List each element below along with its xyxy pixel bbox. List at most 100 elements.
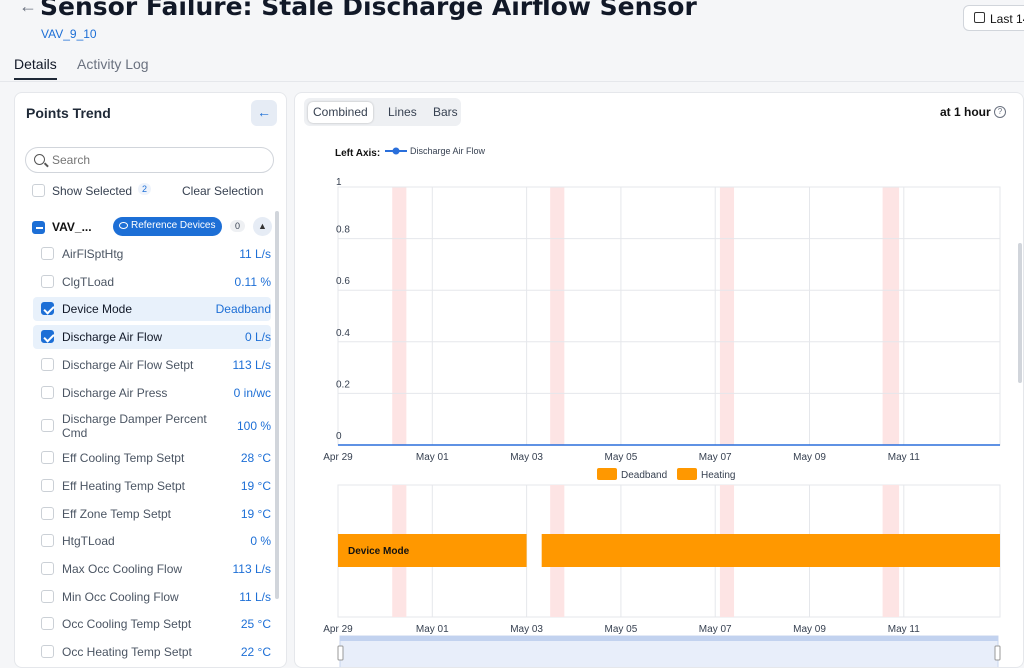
x-tick-label: May 01	[416, 624, 449, 635]
y-tick-label: 0.4	[336, 328, 350, 339]
x-tick-label: May 01	[416, 452, 449, 463]
point-value: 0 L/s	[244, 330, 271, 345]
point-row[interactable]: Eff Heating Temp Setpt 19 °C	[33, 474, 271, 498]
point-name: Occ Cooling Temp Setpt	[62, 617, 192, 632]
point-value: 113 L/s	[232, 357, 271, 372]
tab-activity-log[interactable]: Activity Log	[77, 56, 149, 72]
point-name: Min Occ Cooling Flow	[62, 589, 179, 604]
search-icon	[34, 154, 45, 165]
point-name: HtgTLoad	[62, 534, 115, 549]
point-checkbox[interactable]	[41, 419, 54, 433]
x-tick-label: May 05	[605, 452, 638, 463]
collapse-panel-button[interactable]: ←	[251, 100, 277, 126]
point-name: Eff Zone Temp Setpt	[62, 506, 171, 521]
trend-charts: Left Axis: Discharge Air Flow Apr 29 May 01…	[323, 146, 1001, 667]
view-combined-button[interactable]: Combined	[308, 102, 373, 123]
scrollbar[interactable]	[1018, 243, 1022, 383]
point-row[interactable]: Occ Heating Temp Setpt 22 °C	[33, 640, 271, 664]
x-tick-label: May 11	[888, 624, 920, 635]
selected-count-badge: 2	[138, 183, 152, 195]
point-checkbox[interactable]	[41, 451, 54, 465]
clear-selection-link[interactable]: Clear Selection	[182, 184, 264, 198]
x-tick-label: May 07	[699, 452, 732, 463]
reference-devices-button[interactable]: Reference Devices	[113, 217, 222, 236]
point-row[interactable]: Discharge Air Press 0 in/wc	[33, 381, 271, 405]
points-trend-title: Points Trend	[26, 105, 111, 121]
interval-label: at 1 hour	[940, 105, 991, 119]
y-tick-label: 0	[336, 431, 342, 442]
point-row[interactable]: Min Occ Cooling Flow 11 L/s	[33, 585, 271, 609]
point-row[interactable]: Discharge Damper Percent Cmd 100 %	[33, 408, 271, 444]
device-group-checkbox[interactable]	[32, 221, 45, 234]
point-name: Discharge Air Flow	[62, 330, 163, 345]
point-name: Eff Heating Temp Setpt	[62, 478, 185, 493]
point-checkbox[interactable]	[41, 385, 54, 399]
search-box[interactable]	[25, 147, 274, 173]
x-tick-label: Apr 29	[323, 452, 353, 463]
point-value: 100 %	[236, 419, 271, 434]
page-header: ← Sensor Failure: Stale Discharge Airflo…	[0, 0, 1024, 84]
eye-icon	[119, 222, 128, 229]
range-handle-left	[337, 645, 344, 661]
tab-bar: Details Activity Log	[0, 56, 1024, 82]
point-name: AirFlSptHtg	[62, 247, 124, 261]
state-bar-deadband	[338, 534, 527, 567]
point-checkbox[interactable]	[41, 589, 54, 603]
left-axis-label: Left Axis:	[335, 148, 380, 159]
tab-details[interactable]: Details	[14, 56, 57, 80]
legend-item: Deadband	[621, 470, 667, 481]
point-row[interactable]: HtgTLoad 0 %	[33, 529, 271, 553]
row-label: Device Mode	[348, 546, 410, 557]
legend-swatch	[677, 468, 697, 480]
point-checkbox[interactable]	[41, 274, 54, 288]
view-lines-button[interactable]: Lines	[388, 105, 417, 119]
x-tick-label: May 03	[510, 452, 543, 463]
point-checkbox[interactable]	[41, 562, 54, 575]
point-row[interactable]: Eff Zone Temp Setpt 19 °C	[33, 502, 271, 526]
point-checkbox[interactable]	[41, 617, 54, 631]
point-row[interactable]: Discharge Air Flow 0 L/s	[33, 325, 271, 350]
point-checkbox[interactable]	[41, 478, 54, 492]
point-row[interactable]: ClgTLoad 0.11 %	[33, 270, 271, 294]
point-checkbox[interactable]	[41, 645, 54, 659]
device-link[interactable]: VAV_9_10	[41, 27, 97, 41]
point-row[interactable]: Discharge Air Flow Setpt 113 L/s	[33, 353, 271, 377]
chevron-up-icon[interactable]: ▲	[253, 217, 272, 236]
view-bars-button[interactable]: Bars	[433, 105, 458, 119]
x-tick-label: Apr 29	[323, 624, 353, 635]
point-checkbox[interactable]	[41, 247, 54, 260]
point-name: Device Mode	[62, 302, 133, 317]
legend-item: Discharge Air Flow	[410, 146, 486, 156]
device-group-label: VAV_...	[52, 220, 92, 234]
x-tick-label: May 05	[605, 624, 638, 635]
back-arrow-icon[interactable]: ←	[19, 0, 37, 16]
point-name: Discharge Air Flow Setpt	[62, 357, 194, 372]
point-checkbox[interactable]	[41, 302, 54, 316]
point-row[interactable]: Device Mode Deadband	[33, 297, 271, 322]
points-trend-panel: Points Trend ← Show Selected 2 Clear Sel…	[14, 92, 287, 668]
point-name: Discharge Air Press	[62, 385, 168, 400]
alert-band	[719, 187, 735, 445]
point-row[interactable]: Eff Cooling Temp Setpt 28 °C	[33, 446, 271, 470]
help-icon[interactable]: ?	[994, 106, 1006, 118]
point-checkbox[interactable]	[41, 506, 54, 520]
x-tick-label: May 11	[888, 452, 920, 463]
search-input[interactable]	[52, 153, 252, 167]
point-row[interactable]: Occ Cooling Temp Setpt 25 °C	[33, 612, 271, 636]
scrollbar[interactable]	[275, 211, 279, 599]
point-checkbox[interactable]	[41, 534, 54, 548]
date-range-button[interactable]: Last 14	[963, 5, 1024, 31]
y-tick-label: 0.6	[336, 276, 350, 287]
show-selected-checkbox[interactable]	[32, 184, 45, 197]
point-row[interactable]: AirFlSptHtg 11 L/s	[33, 242, 271, 266]
range-slider-handle-bar	[340, 636, 998, 641]
point-row[interactable]: Max Occ Cooling Flow 113 L/s	[33, 557, 271, 581]
point-name: Max Occ Cooling Flow	[62, 562, 183, 576]
range-handle-right	[994, 645, 1001, 661]
legend-swatch	[597, 468, 617, 480]
y-tick-label: 0.2	[336, 379, 350, 390]
point-checkbox[interactable]	[41, 357, 54, 371]
point-checkbox[interactable]	[41, 330, 54, 344]
alert-band	[882, 187, 900, 445]
plot-area	[337, 186, 1001, 446]
